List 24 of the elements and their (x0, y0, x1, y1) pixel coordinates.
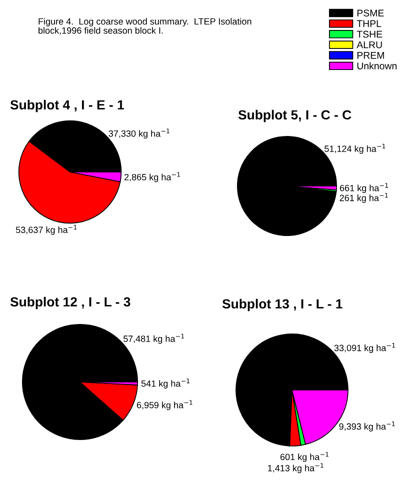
chart-title: Subplot 13 , I - L - 1 (222, 298, 342, 312)
legend-label: PREM (357, 52, 384, 59)
caption: Figure 4. Log coarse wood summary. LTEP Isolation block,1996 field season block I. (38, 18, 252, 35)
data-label: 37,330 kg ha$^{−1}$ (108, 128, 170, 139)
data-label: 661 kg ha$^{−1}$ (340, 183, 388, 194)
legend-label: THPL (356, 20, 382, 27)
legend-label: PSME (357, 10, 384, 17)
data-label: 1,413 kg ha$^{−1}$ (268, 463, 324, 474)
data-label: 6,959 kg ha$^{−1}$ (136, 400, 192, 410)
data-label: 51,124 kg ha$^{−1}$ (324, 144, 386, 154)
chart-title: Subplot 12 , I - L - 3 (10, 296, 130, 310)
legend-label: ALRU (356, 41, 382, 48)
data-label: 601 kg ha$^{−1}$ (280, 452, 328, 462)
legend-label: TSHE (356, 30, 382, 38)
data-label: 9,393 kg ha$^{−1}$ (339, 422, 395, 432)
text: Subplot 4 , I - E - 1 (10, 100, 124, 112)
chart-title: Subplot 5, I - C - C (238, 110, 352, 122)
data-label: 33,091 kg ha$^{−1}$ (334, 343, 395, 353)
data-label: 2,865 kg ha$^{−1}$ (124, 172, 180, 182)
data-label: 541 kg ha$^{−1}$ (141, 378, 190, 389)
data-label: 57,481 kg ha$^{−1}$ (124, 334, 184, 344)
legend-label: Unknown (357, 62, 397, 70)
data-label: 261 kg ha$^{−1}$ (340, 193, 388, 203)
data-label: 53,637 kg ha$^{−1}$ (16, 224, 77, 235)
